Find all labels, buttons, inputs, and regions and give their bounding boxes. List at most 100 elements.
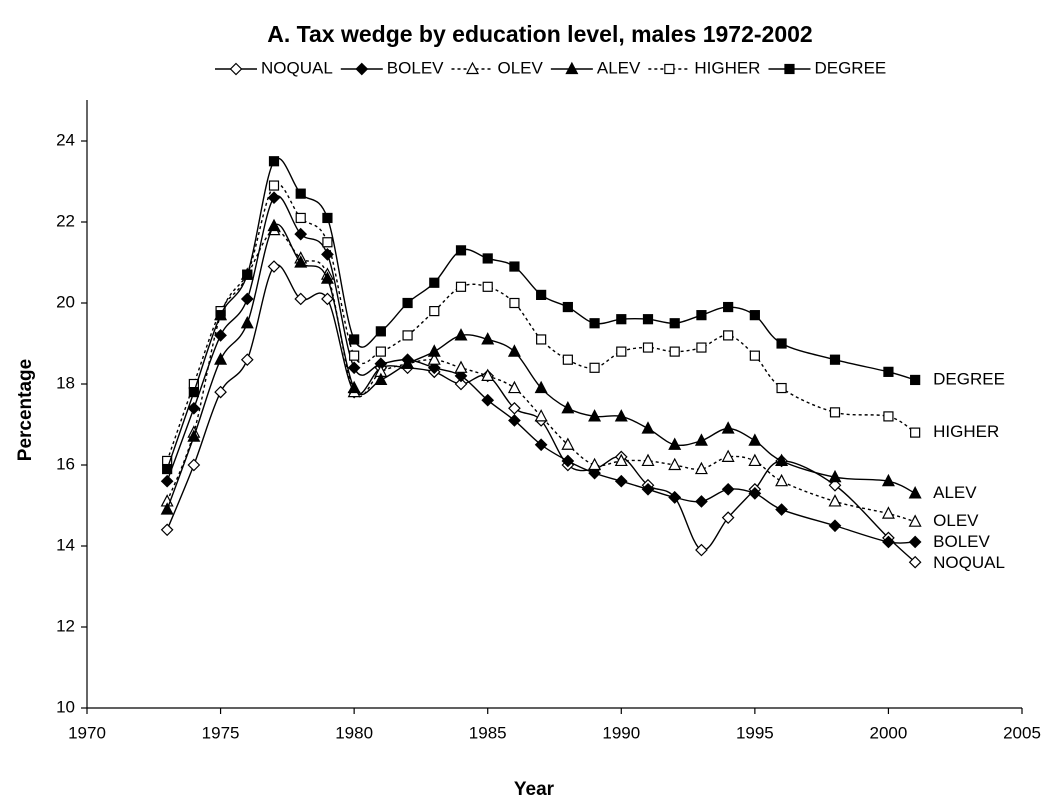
marker	[721, 482, 735, 496]
marker	[214, 352, 228, 365]
marker	[322, 212, 333, 224]
marker	[748, 433, 762, 446]
marker	[162, 463, 173, 475]
marker	[696, 310, 707, 321]
marker	[429, 277, 440, 288]
legend-marker	[466, 61, 479, 75]
marker	[454, 377, 468, 391]
marker	[402, 330, 413, 341]
marker	[375, 346, 386, 357]
marker	[160, 474, 174, 488]
marker	[375, 326, 386, 337]
marker	[910, 374, 921, 386]
marker	[641, 482, 655, 496]
marker	[588, 457, 602, 471]
marker	[641, 421, 655, 434]
marker	[507, 380, 521, 394]
marker	[454, 369, 468, 383]
marker	[187, 401, 201, 415]
marker	[534, 438, 548, 452]
marker	[588, 466, 601, 480]
y-tick-label: 24	[56, 130, 75, 149]
series-end-label: BOLEV	[933, 532, 990, 551]
legend-marker	[229, 62, 243, 76]
marker	[374, 372, 388, 386]
marker	[749, 310, 760, 321]
chart-title: A. Tax wedge by education level, males 1…	[267, 21, 812, 47]
y-tick-label: 14	[56, 535, 75, 554]
marker	[748, 487, 762, 500]
marker	[268, 180, 280, 191]
marker	[267, 260, 281, 273]
marker	[828, 469, 842, 483]
marker	[534, 380, 548, 394]
marker	[910, 427, 921, 438]
y-tick-label: 10	[56, 697, 75, 716]
y-axis-title: Percentage	[15, 359, 36, 461]
marker	[695, 543, 708, 557]
marker	[536, 334, 547, 345]
marker	[616, 346, 627, 357]
marker	[294, 255, 308, 268]
marker	[828, 478, 842, 492]
marker	[561, 401, 575, 414]
marker	[402, 297, 413, 309]
series-line	[166, 195, 916, 544]
marker	[694, 433, 708, 446]
marker	[481, 368, 495, 381]
marker	[508, 414, 521, 427]
legend-item: NOQUAL	[215, 58, 333, 77]
marker	[347, 380, 361, 394]
x-tick-label: 1990	[602, 723, 640, 742]
marker	[614, 474, 628, 488]
marker	[321, 292, 334, 306]
marker	[240, 292, 254, 306]
marker	[267, 218, 281, 232]
marker	[561, 454, 575, 468]
marker	[160, 502, 174, 515]
x-tick-label: 2005	[1003, 723, 1041, 742]
legend-item: OLEV	[451, 58, 544, 77]
marker	[429, 306, 440, 317]
x-tick-label: 1975	[202, 723, 240, 742]
marker	[721, 421, 735, 434]
marker	[668, 491, 682, 504]
legend-item: HIGHER	[648, 58, 760, 77]
legend-item: ALEV	[550, 58, 641, 77]
marker	[455, 281, 467, 292]
marker	[748, 453, 762, 467]
marker	[614, 453, 628, 467]
marker	[215, 310, 226, 321]
marker	[828, 494, 842, 507]
marker	[240, 353, 254, 367]
marker	[721, 449, 735, 462]
marker	[641, 453, 655, 467]
marker	[320, 271, 334, 284]
marker	[883, 411, 894, 422]
legend-label: NOQUAL	[261, 58, 333, 77]
marker	[588, 409, 602, 422]
series-line	[166, 229, 916, 523]
marker	[776, 382, 787, 394]
marker	[776, 338, 787, 349]
marker	[908, 486, 922, 499]
marker	[669, 346, 680, 357]
marker	[562, 301, 573, 313]
marker	[616, 314, 627, 325]
marker	[455, 245, 467, 256]
marker	[481, 332, 495, 345]
marker	[509, 261, 520, 272]
marker	[694, 461, 708, 475]
marker	[295, 212, 306, 224]
legend: NOQUAL BOLEV OLEV ALEV HIGHER DEGREE	[215, 58, 886, 77]
marker	[881, 506, 895, 519]
marker	[723, 301, 734, 313]
marker	[723, 330, 734, 341]
marker	[322, 237, 333, 248]
marker	[160, 523, 174, 537]
legend-marker	[664, 63, 675, 75]
marker	[507, 344, 521, 357]
y-tick-label: 22	[56, 211, 75, 230]
marker	[242, 269, 253, 280]
